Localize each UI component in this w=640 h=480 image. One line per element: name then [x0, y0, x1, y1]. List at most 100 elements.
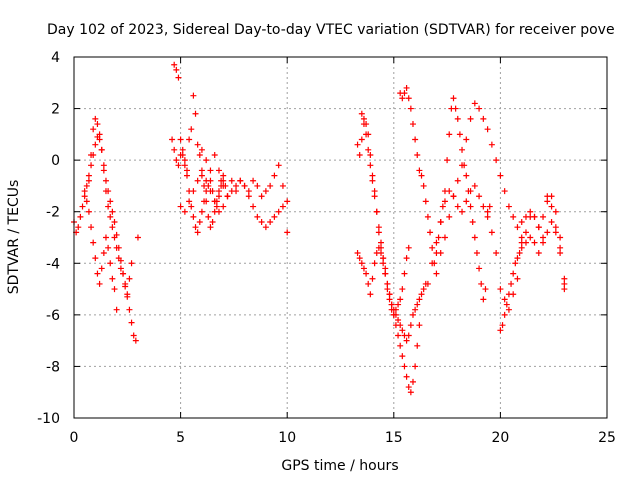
data-point: [522, 229, 529, 236]
data-point: [175, 162, 182, 169]
data-point: [250, 177, 257, 184]
data-point: [215, 188, 222, 195]
data-point: [512, 260, 519, 267]
data-point: [196, 219, 203, 226]
data-point: [124, 291, 131, 298]
data-point: [548, 203, 555, 210]
data-point: [473, 249, 480, 256]
y-tick-label: 0: [51, 153, 60, 169]
data-point: [188, 203, 195, 210]
data-point: [392, 306, 399, 313]
data-point: [198, 208, 205, 215]
data-point: [267, 219, 274, 226]
data-point: [96, 280, 103, 287]
data-point: [360, 121, 367, 128]
data-point: [365, 280, 372, 287]
data-point: [433, 270, 440, 277]
series-track-10: [358, 110, 412, 318]
data-point: [516, 249, 523, 256]
data-point: [196, 151, 203, 158]
data-point: [371, 188, 378, 195]
data-point: [207, 167, 214, 174]
data-point: [233, 182, 240, 189]
data-point: [109, 224, 116, 231]
data-point: [203, 157, 210, 164]
data-point: [241, 182, 248, 189]
data-point: [531, 239, 538, 246]
data-point: [407, 322, 414, 329]
data-point: [441, 198, 448, 205]
data-point: [439, 203, 446, 210]
grid-lines: [74, 57, 607, 418]
data-point: [414, 301, 421, 308]
data-point: [535, 249, 542, 256]
series-track-11: [397, 84, 493, 303]
data-point: [454, 203, 461, 210]
data-point: [198, 146, 205, 153]
data-point: [181, 157, 188, 164]
data-point: [420, 182, 427, 189]
data-point: [192, 224, 199, 231]
data-point: [215, 193, 222, 200]
data-point: [81, 193, 88, 200]
data-point: [92, 141, 99, 148]
data-point: [90, 126, 97, 133]
data-point: [85, 177, 92, 184]
data-point: [424, 280, 431, 287]
data-point: [552, 208, 559, 215]
y-tick-label: -10: [37, 411, 60, 427]
data-point: [397, 322, 404, 329]
data-point: [105, 203, 112, 210]
data-point: [363, 270, 370, 277]
data-point: [186, 198, 193, 205]
data-point: [190, 188, 197, 195]
data-point: [540, 234, 547, 241]
data-point: [403, 373, 410, 380]
y-tick-label: -8: [46, 359, 60, 375]
data-point: [371, 193, 378, 200]
data-point: [407, 389, 414, 396]
data-point: [109, 208, 116, 215]
data-point: [360, 115, 367, 122]
data-point: [433, 239, 440, 246]
data-point: [107, 260, 114, 267]
data-point: [211, 198, 218, 205]
data-point: [279, 203, 286, 210]
series-track-2: [85, 115, 135, 298]
data-point: [113, 244, 120, 251]
data-point: [459, 208, 466, 215]
data-point: [416, 322, 423, 329]
data-point: [262, 188, 269, 195]
data-point: [220, 182, 227, 189]
data-point: [98, 146, 105, 153]
data-point: [113, 306, 120, 313]
data-point: [482, 286, 489, 293]
data-point: [510, 291, 517, 298]
data-point: [102, 188, 109, 195]
data-point: [486, 203, 493, 210]
data-points: [71, 61, 568, 396]
data-point: [409, 121, 416, 128]
data-point: [173, 157, 180, 164]
x-tick-label: 0: [70, 430, 79, 446]
data-point: [365, 146, 372, 153]
data-point: [75, 224, 82, 231]
data-point: [128, 260, 135, 267]
data-point: [497, 172, 504, 179]
data-point: [454, 115, 461, 122]
data-point: [83, 182, 90, 189]
data-point: [476, 265, 483, 272]
data-point: [177, 136, 184, 143]
data-point: [518, 244, 525, 251]
data-point: [390, 311, 397, 318]
data-point: [548, 193, 555, 200]
data-point: [284, 198, 291, 205]
data-point: [360, 265, 367, 272]
data-point: [557, 244, 564, 251]
data-point: [399, 327, 406, 334]
data-point: [126, 275, 133, 282]
data-point: [540, 213, 547, 220]
data-point: [111, 219, 118, 226]
x-tick-labels: 0 5 10 15 20 25: [70, 430, 616, 446]
data-point: [224, 193, 231, 200]
